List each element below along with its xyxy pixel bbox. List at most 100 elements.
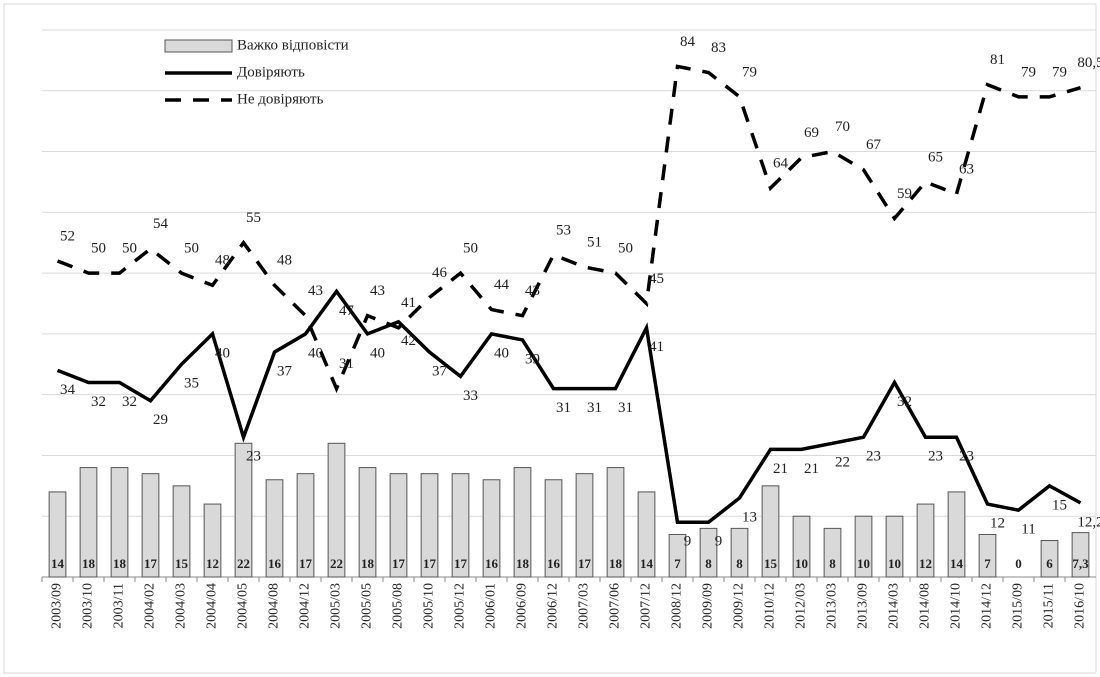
- bar-value-label: 8: [736, 556, 743, 571]
- line-value-label: 9: [715, 534, 723, 550]
- bar: [792, 515, 811, 578]
- bar-value-label: 14: [51, 556, 65, 571]
- x-tick-label: 2013/09: [856, 583, 871, 629]
- bar: [327, 442, 346, 578]
- legend-label: Довіряють: [237, 64, 305, 80]
- line-value-label: 31: [618, 400, 633, 416]
- bar-value-label: 14: [950, 556, 964, 571]
- line-value-label: 9: [684, 534, 692, 550]
- bar-value-label: 22: [330, 556, 343, 571]
- line-value-label: 79: [1052, 64, 1067, 80]
- line-value-label: 41: [649, 339, 664, 355]
- bar: [420, 473, 439, 578]
- bar: [172, 485, 191, 578]
- bar: [637, 491, 656, 578]
- bar-value-label: 8: [705, 556, 712, 571]
- bar-value-label: 7,3: [1072, 556, 1089, 571]
- line-value-label: 44: [494, 277, 510, 293]
- line-value-label: 35: [184, 376, 199, 392]
- x-tick-label: 2005/05: [360, 583, 375, 629]
- bar-value-label: 16: [547, 556, 561, 571]
- line-value-label: 50: [122, 241, 137, 257]
- line-value-label: 40: [308, 345, 323, 361]
- line-value-label: 51: [587, 234, 602, 250]
- bar-value-label: 7: [984, 556, 991, 571]
- x-tick-label: 2016/10: [1073, 583, 1088, 629]
- line: [56, 64, 1081, 394]
- x-tick-label: 2015/11: [1042, 583, 1057, 628]
- line-value-label: 22: [835, 455, 850, 471]
- line-value-label: 69: [804, 125, 819, 141]
- line-value-label: 12,2: [1077, 514, 1100, 530]
- bar-value-label: 12: [206, 556, 219, 571]
- bar: [48, 491, 67, 578]
- legend-swatch: [164, 39, 233, 53]
- x-tick-label: 2006/09: [515, 583, 530, 629]
- line-value-label: 53: [556, 222, 571, 238]
- line-value-label: 47: [339, 303, 355, 319]
- bar: [79, 467, 98, 578]
- bar-value-label: 17: [578, 556, 592, 571]
- bar-value-label: 12: [919, 556, 932, 571]
- x-tick-label: 2004/05: [236, 583, 251, 629]
- x-tick-label: 2008/12: [670, 583, 685, 629]
- bar-value-label: 17: [392, 556, 406, 571]
- line-value-label: 13: [742, 509, 757, 525]
- x-tick-label: 2005/10: [422, 583, 437, 629]
- line-value-label: 50: [618, 241, 633, 257]
- x-tick-label: 2004/02: [143, 583, 158, 629]
- x-tick-label: 2014/03: [887, 583, 902, 629]
- x-tick-label: 2003/10: [81, 583, 96, 629]
- x-tick-label: 2003/11: [112, 583, 127, 628]
- line-value-label: 45: [649, 271, 664, 287]
- x-tick-label: 2005/08: [391, 583, 406, 629]
- bar: [823, 527, 842, 578]
- line-value-label: 34: [60, 382, 76, 398]
- bar: [513, 467, 532, 578]
- bar: [141, 473, 160, 578]
- bar-value-label: 10: [795, 556, 808, 571]
- line-value-label: 55: [246, 210, 261, 226]
- line-value-label: 31: [587, 400, 602, 416]
- x-tick-label: 2004/12: [298, 583, 313, 629]
- bar-value-label: 0: [1015, 556, 1022, 571]
- line-value-label: 33: [463, 388, 478, 404]
- bar-value-label: 18: [609, 556, 623, 571]
- line-value-label: 70: [835, 119, 850, 135]
- x-tick-label: 2005/12: [453, 583, 468, 629]
- bar-value-label: 6: [1046, 556, 1053, 571]
- x-tick-label: 2007/06: [608, 583, 623, 629]
- line-value-label: 41: [401, 295, 416, 311]
- bar: [761, 485, 780, 578]
- bar-value-label: 18: [113, 556, 127, 571]
- legend-label: Не довіряють: [237, 91, 324, 107]
- line-value-label: 52: [60, 228, 75, 244]
- line-value-label: 39: [525, 351, 540, 367]
- bar: [730, 527, 749, 578]
- line-value-label: 32: [122, 394, 137, 410]
- bar: [916, 503, 935, 578]
- bar-value-label: 17: [144, 556, 158, 571]
- x-tick-label: 2005/03: [329, 583, 344, 629]
- bar: [885, 515, 904, 578]
- bar-value-label: 17: [423, 556, 437, 571]
- bar-value-label: 8: [829, 556, 836, 571]
- bar: [668, 533, 687, 578]
- line-value-label: 63: [959, 162, 974, 178]
- bar-value-label: 18: [516, 556, 530, 571]
- line-value-label: 43: [308, 283, 323, 299]
- line-value-label: 48: [215, 253, 230, 269]
- line-value-label: 48: [277, 253, 292, 269]
- bar-value-label: 18: [82, 556, 96, 571]
- line-value-label: 23: [959, 449, 974, 465]
- line-value-label: 84: [680, 34, 696, 50]
- x-tick-label: 2014/12: [980, 583, 995, 629]
- bar-value-label: 16: [485, 556, 499, 571]
- x-tick-label: 2004/08: [267, 583, 282, 629]
- line-value-label: 21: [773, 461, 788, 477]
- line-value-label: 43: [525, 283, 540, 299]
- bar-value-label: 7: [674, 556, 681, 571]
- line-value-label: 31: [339, 356, 354, 372]
- bar: [575, 473, 594, 578]
- legend-label: Важко відповісти: [237, 37, 349, 53]
